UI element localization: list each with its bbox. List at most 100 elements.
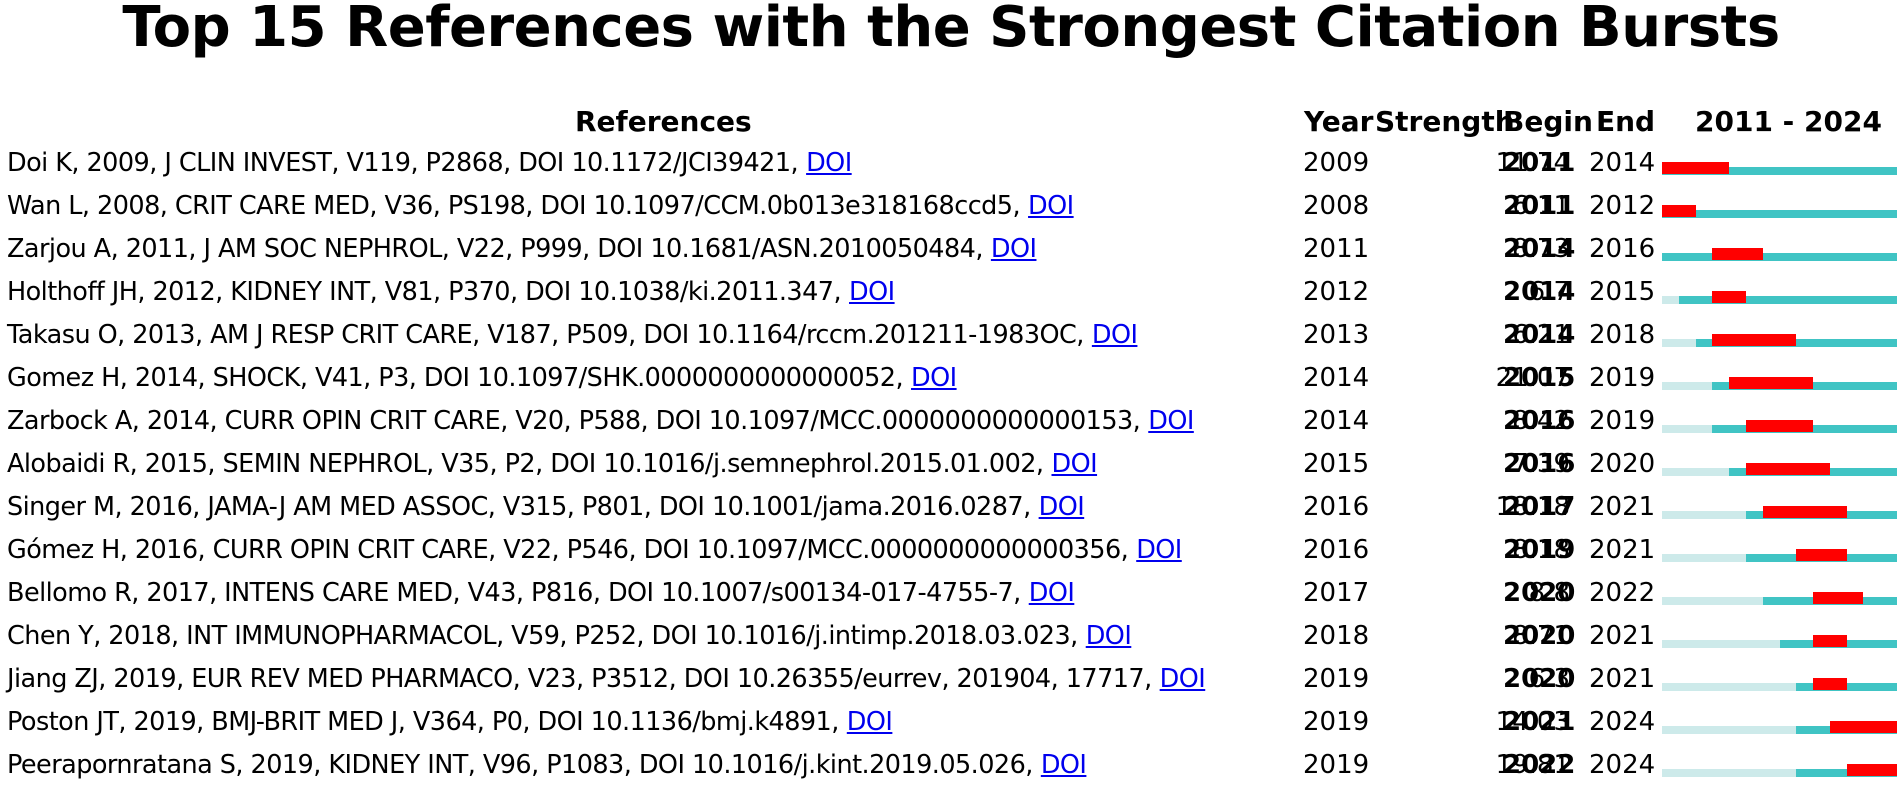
year-cell: 2019	[1303, 664, 1370, 694]
year-cell: 2014	[1303, 406, 1370, 436]
reference-cell: Peerapornratana S, 2019, KIDNEY INT, V96…	[7, 744, 1087, 787]
end-cell: 2014	[1589, 148, 1656, 178]
strength-cell: 11.74	[1495, 148, 1570, 178]
burst-segment	[1796, 549, 1847, 561]
doi-link[interactable]: DOI	[1148, 406, 1194, 436]
doi-link[interactable]: DOI	[1159, 664, 1206, 694]
end-cell: 2021	[1589, 492, 1656, 522]
burst-timeline	[1662, 615, 1897, 658]
begin-cell: 2019	[1503, 535, 1576, 565]
pre-publication-segment	[1662, 468, 1730, 476]
reference-text: Bellomo R, 2017, INTENS CARE MED, V43, P…	[7, 578, 1021, 608]
reference-cell: Takasu O, 2013, AM J RESP CRIT CARE, V18…	[7, 314, 1138, 357]
table-row: Singer M, 2016, JAMA-J AM MED ASSOC, V31…	[0, 486, 1902, 529]
active-segment	[1662, 210, 1897, 218]
column-header-end: End	[1596, 105, 1656, 138]
burst-timeline	[1662, 658, 1897, 701]
burst-segment	[1712, 334, 1797, 346]
burst-segment	[1829, 721, 1897, 733]
pre-publication-segment	[1662, 425, 1713, 433]
burst-timeline	[1662, 701, 1897, 744]
reference-cell: Poston JT, 2019, BMJ-BRIT MED J, V364, P…	[7, 701, 893, 744]
table-row: Gómez H, 2016, CURR OPIN CRIT CARE, V22,…	[0, 529, 1902, 572]
reference-cell: Wan L, 2008, CRIT CARE MED, V36, PS198, …	[7, 185, 1074, 228]
doi-link[interactable]: DOI	[806, 148, 852, 178]
doi-link[interactable]: DOI	[1038, 492, 1085, 522]
reference-text: Zarbock A, 2014, CURR OPIN CRIT CARE, V2…	[7, 406, 1141, 436]
strength-cell: 6.3	[1528, 664, 1570, 694]
burst-timeline	[1662, 572, 1897, 615]
pre-publication-segment	[1662, 640, 1780, 648]
burst-timeline	[1662, 744, 1897, 787]
doi-link[interactable]: DOI	[1085, 621, 1132, 651]
year-cell: 2008	[1303, 191, 1370, 221]
strength-cell: 6.11	[1512, 191, 1570, 221]
reference-text: Doi K, 2009, J CLIN INVEST, V119, P2868,…	[7, 148, 799, 178]
end-cell: 2019	[1589, 363, 1656, 393]
strength-cell: 8.18	[1512, 535, 1570, 565]
begin-cell: 2016	[1503, 406, 1576, 436]
reference-text: Poston JT, 2019, BMJ-BRIT MED J, V364, P…	[7, 707, 839, 737]
year-cell: 2009	[1303, 148, 1370, 178]
active-segment	[1796, 683, 1897, 691]
pre-publication-segment	[1662, 554, 1746, 562]
end-cell: 2020	[1589, 449, 1656, 479]
end-cell: 2016	[1589, 234, 1656, 264]
pre-publication-segment	[1662, 339, 1696, 347]
doi-link[interactable]: DOI	[1051, 449, 1098, 479]
table-row: Wan L, 2008, CRIT CARE MED, V36, PS198, …	[0, 185, 1902, 228]
reference-text: Chen Y, 2018, INT IMMUNOPHARMACOL, V59, …	[7, 621, 1078, 651]
burst-segment	[1846, 764, 1897, 776]
burst-timeline	[1662, 314, 1897, 357]
doi-link[interactable]: DOI	[846, 707, 893, 737]
begin-cell: 2020	[1503, 664, 1576, 694]
strength-cell: 8.8	[1528, 578, 1570, 608]
doi-link[interactable]: DOI	[849, 277, 895, 307]
strength-cell: 8.73	[1512, 234, 1570, 264]
begin-cell: 2015	[1503, 363, 1576, 393]
table-row: Holthoff JH, 2012, KIDNEY INT, V81, P370…	[0, 271, 1902, 314]
strength-cell: 8.71	[1512, 621, 1570, 651]
doi-link[interactable]: DOI	[1028, 578, 1075, 608]
pre-publication-segment	[1662, 726, 1797, 734]
column-header-references: References	[575, 105, 752, 138]
reference-text: Alobaidi R, 2015, SEMIN NEPHROL, V35, P2…	[7, 449, 1044, 479]
doi-link[interactable]: DOI	[1091, 320, 1138, 350]
pre-publication-segment	[1662, 382, 1713, 390]
doi-link[interactable]: DOI	[990, 234, 1037, 264]
table-row: Chen Y, 2018, INT IMMUNOPHARMACOL, V59, …	[0, 615, 1902, 658]
year-cell: 2017	[1303, 578, 1370, 608]
table-row: Bellomo R, 2017, INTENS CARE MED, V43, P…	[0, 572, 1902, 615]
reference-text: Gómez H, 2016, CURR OPIN CRIT CARE, V22,…	[7, 535, 1129, 565]
table-row: Peerapornratana S, 2019, KIDNEY INT, V96…	[0, 744, 1902, 787]
year-cell: 2012	[1303, 277, 1370, 307]
burst-segment	[1813, 678, 1847, 690]
active-segment	[1662, 167, 1897, 175]
doi-link[interactable]: DOI	[1040, 750, 1087, 780]
doi-link[interactable]: DOI	[1028, 191, 1074, 221]
year-cell: 2014	[1303, 363, 1370, 393]
burst-timeline	[1662, 142, 1897, 185]
year-cell: 2019	[1303, 750, 1370, 780]
burst-segment	[1813, 635, 1847, 647]
end-cell: 2024	[1589, 707, 1656, 737]
burst-timeline	[1662, 529, 1897, 572]
doi-link[interactable]: DOI	[911, 363, 957, 393]
reference-cell: Gomez H, 2014, SHOCK, V41, P3, DOI 10.10…	[7, 357, 957, 400]
reference-cell: Gómez H, 2016, CURR OPIN CRIT CARE, V22,…	[7, 529, 1182, 572]
strength-cell: 14.03	[1495, 707, 1570, 737]
table-row: Alobaidi R, 2015, SEMIN NEPHROL, V35, P2…	[0, 443, 1902, 486]
doi-link[interactable]: DOI	[1136, 535, 1182, 565]
burst-timeline	[1662, 486, 1897, 529]
chart-title: Top 15 References with the Strongest Cit…	[122, 0, 1780, 60]
table-row: Zarbock A, 2014, CURR OPIN CRIT CARE, V2…	[0, 400, 1902, 443]
year-cell: 2018	[1303, 621, 1370, 651]
begin-cell: 2014	[1503, 277, 1576, 307]
strength-cell: 19.81	[1495, 750, 1570, 780]
reference-cell: Singer M, 2016, JAMA-J AM MED ASSOC, V31…	[7, 486, 1085, 529]
year-cell: 2013	[1303, 320, 1370, 350]
burst-timeline	[1662, 185, 1897, 228]
begin-cell: 2020	[1503, 578, 1576, 608]
begin-cell: 2021	[1503, 707, 1576, 737]
end-cell: 2019	[1589, 406, 1656, 436]
